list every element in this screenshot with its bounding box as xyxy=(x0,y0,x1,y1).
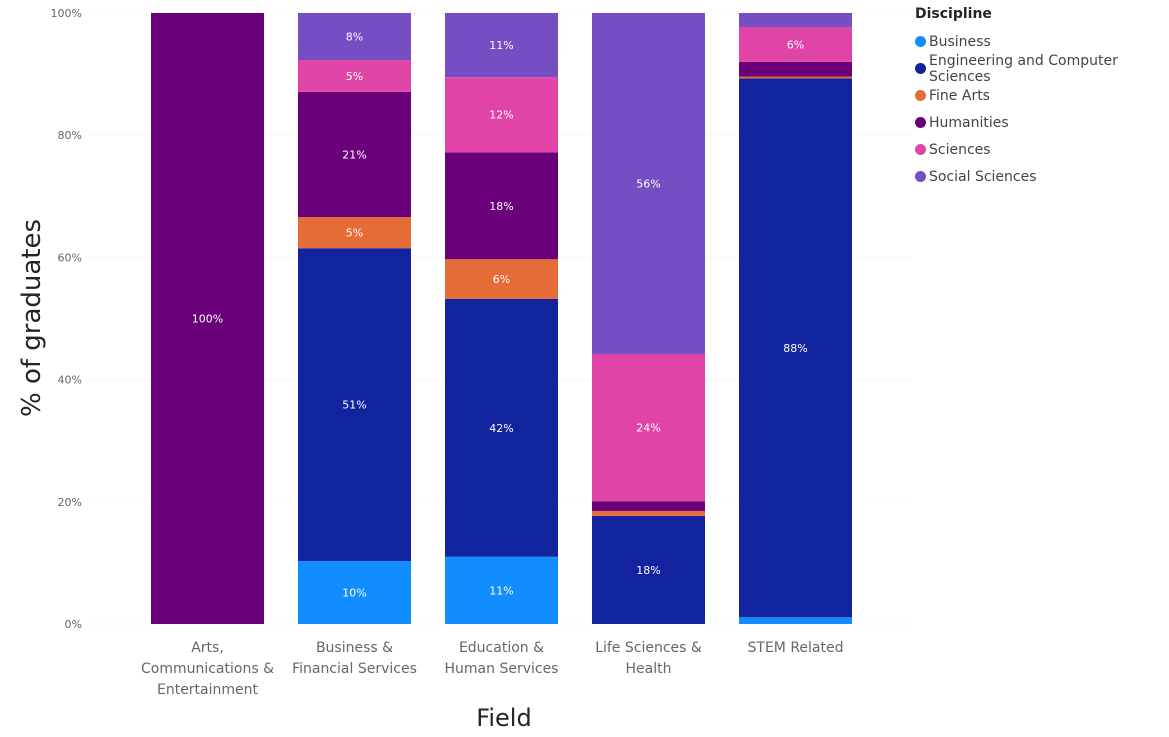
bar-segment xyxy=(592,515,705,624)
bar-segment xyxy=(298,91,411,218)
x-tick-label-line: STEM Related xyxy=(748,640,844,656)
legend: Discipline Business Engineering and Compu… xyxy=(915,6,1169,190)
y-tick-label: 20% xyxy=(58,496,82,509)
data-label: 6% xyxy=(493,273,510,286)
bar-segment xyxy=(445,259,558,299)
bar-segment xyxy=(739,13,852,28)
bar-stack: 11% 42% 6% 18% 12% 11% xyxy=(445,13,558,624)
data-label: 42% xyxy=(489,422,513,435)
x-tick-label: Arts, Communications & Entertainment xyxy=(141,640,274,698)
y-tick-label: 60% xyxy=(58,251,82,264)
legend-item[interactable]: Business xyxy=(915,28,1169,55)
legend-label: Humanities xyxy=(929,114,1009,131)
bar-segment xyxy=(151,13,264,624)
data-label: 21% xyxy=(342,148,366,161)
y-axis-title: % of graduates xyxy=(17,219,47,417)
legend-item[interactable]: Fine Arts xyxy=(915,82,1169,109)
bar-segment xyxy=(445,152,558,260)
legend-label: Business xyxy=(929,33,991,50)
bar-segment xyxy=(445,298,558,557)
data-label: 5% xyxy=(346,70,363,83)
x-tick-label-line: Communications & xyxy=(141,661,274,677)
legend-marker-icon xyxy=(915,90,926,101)
legend-title: Discipline xyxy=(915,6,992,22)
x-tick-label-line: Financial Services xyxy=(292,661,417,677)
bar-segment xyxy=(298,561,411,624)
data-label: 11% xyxy=(489,584,513,597)
bars: 100% 10% 51% 5% 21% 5% 8% 11% 42% 6% 18% 12% 11% 18% 2… xyxy=(151,13,852,624)
bar-segment xyxy=(592,510,705,516)
x-tick-label: STEM Related xyxy=(748,640,844,656)
x-tick-label-line: Human Services xyxy=(445,661,559,677)
data-label: 100% xyxy=(192,313,223,326)
legend-label: Social Sciences xyxy=(929,168,1037,185)
bar-segment xyxy=(298,60,411,92)
data-label: 56% xyxy=(636,177,660,190)
y-tick-label: 0% xyxy=(65,618,82,631)
data-label: 18% xyxy=(636,564,660,577)
bar-segment xyxy=(445,556,558,624)
data-label: 51% xyxy=(342,399,366,412)
legend-label: Sciences xyxy=(929,141,991,158)
data-label: 10% xyxy=(342,587,366,600)
bar-segment xyxy=(739,27,852,62)
bar-segment xyxy=(445,13,558,78)
bar-stack: 10% 51% 5% 21% 5% 8% xyxy=(298,13,411,624)
data-label: 8% xyxy=(346,31,363,44)
bar-segment xyxy=(739,76,852,79)
legend-marker-icon xyxy=(915,144,926,155)
bar-segment xyxy=(298,13,411,61)
legend-label: Engineering and Computer Sciences xyxy=(929,52,1118,85)
bar-stack: 100% xyxy=(151,13,264,624)
x-tick-label-line: Education & xyxy=(459,640,544,656)
y-tick-label: 40% xyxy=(58,374,82,387)
bar-segment xyxy=(739,78,852,618)
bar-segment xyxy=(592,501,705,511)
legend-item[interactable]: Sciences xyxy=(915,136,1169,163)
x-tick-label-line: Health xyxy=(626,661,672,677)
bar-segment xyxy=(445,77,558,153)
data-label: 88% xyxy=(783,342,807,355)
x-tick-label: Education & Human Services xyxy=(445,640,559,677)
bar-segment xyxy=(592,353,705,502)
legend-item[interactable]: Humanities xyxy=(915,109,1169,136)
data-label: 12% xyxy=(489,109,513,122)
y-tick-label: 100% xyxy=(51,7,82,20)
legend-label: Fine Arts xyxy=(929,87,990,104)
data-label: 6% xyxy=(787,38,804,51)
legend-item[interactable]: Engineering and Computer Sciences xyxy=(915,52,1169,85)
data-label: 24% xyxy=(636,422,660,435)
bar-stack: 88% 6% xyxy=(739,13,852,624)
bar-segment xyxy=(298,217,411,249)
legend-marker-icon xyxy=(915,117,926,128)
bar-segment xyxy=(739,617,852,624)
x-tick-label-line: Arts, xyxy=(191,640,224,656)
bar-segment xyxy=(592,13,705,354)
x-axis-title: Field xyxy=(476,704,531,732)
data-label: 5% xyxy=(346,227,363,240)
data-label: 11% xyxy=(489,39,513,52)
y-tick-label: 80% xyxy=(58,129,82,142)
data-label: 18% xyxy=(489,200,513,213)
legend-item[interactable]: Social Sciences xyxy=(915,163,1169,190)
legend-marker-icon xyxy=(915,36,926,47)
bar-segment xyxy=(739,61,852,77)
x-axis-categories: Arts, Communications & Entertainment Busine… xyxy=(141,640,844,698)
x-tick-label: Business & Financial Services xyxy=(292,640,417,677)
bar-stack: 18% 24% 56% xyxy=(592,13,705,624)
y-axis-ticks: 0% 20% 40% 60% 80% 100% xyxy=(51,7,82,631)
legend-marker-icon xyxy=(915,63,926,74)
x-tick-label: Life Sciences & Health xyxy=(595,640,702,677)
bar-segment xyxy=(298,248,411,562)
x-tick-label-line: Life Sciences & xyxy=(595,640,702,656)
x-tick-label-line: Entertainment xyxy=(157,682,259,698)
legend-marker-icon xyxy=(915,171,926,182)
x-tick-label-line: Business & xyxy=(316,640,393,656)
